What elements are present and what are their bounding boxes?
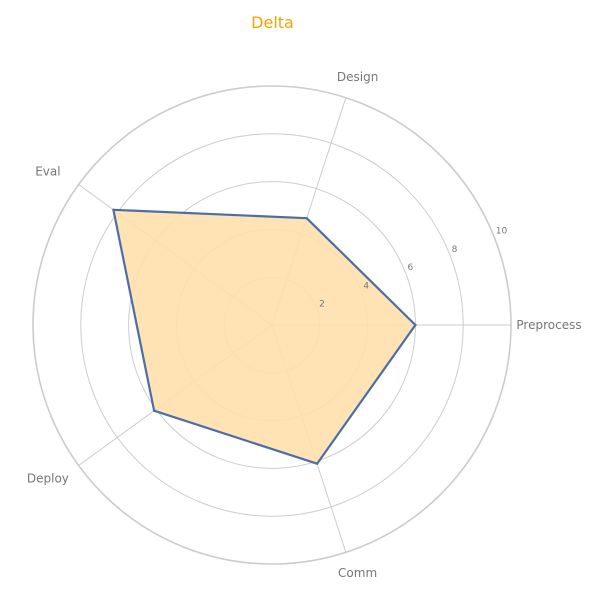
axis-label-deploy: Deploy bbox=[27, 471, 69, 485]
axis-label-preprocess: Preprocess bbox=[516, 318, 581, 332]
r-tick-label: 4 bbox=[363, 281, 369, 291]
label-layer: 2 4 6 8 10 Preprocess Design Eval Deploy Comm bbox=[27, 70, 582, 580]
series-point-comm bbox=[315, 462, 319, 465]
series-point-preprocess bbox=[414, 323, 417, 327]
r-tick-label: 6 bbox=[407, 263, 413, 273]
r-tick-label: 10 bbox=[496, 227, 508, 237]
chart-title: Delta bbox=[251, 13, 294, 32]
series-point-eval bbox=[112, 208, 115, 212]
axis-label-comm: Comm bbox=[338, 566, 377, 580]
series-layer bbox=[112, 208, 417, 465]
r-tick-label: 8 bbox=[452, 245, 458, 255]
series-area bbox=[112, 208, 417, 465]
axis-label-design: Design bbox=[337, 70, 378, 84]
series-point-deploy bbox=[152, 409, 156, 412]
series-point-design bbox=[305, 216, 308, 220]
r-tick-label: 2 bbox=[319, 300, 325, 310]
axis-label-eval: Eval bbox=[35, 165, 60, 179]
